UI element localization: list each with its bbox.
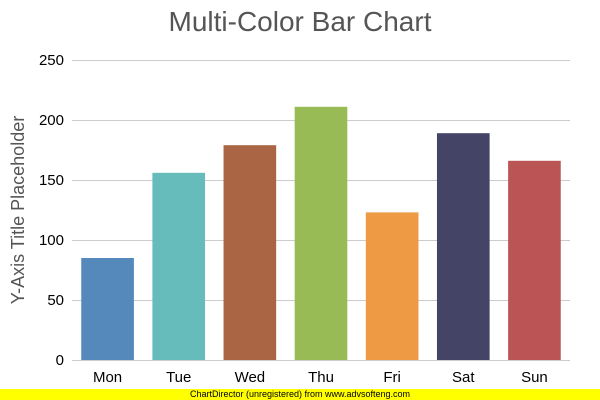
y-axis-ticks: 0 50 100 150 200 250 [39,52,64,369]
y-tick-label: 100 [39,232,64,249]
bar-tue [152,172,206,360]
y-axis-title: Y-Axis Title Placeholder [8,116,28,304]
bar-sat [436,133,490,360]
x-category-label: Mon [93,369,122,386]
x-category-label: Tue [166,369,191,386]
y-tick-label: 200 [39,112,64,129]
x-category-label: Thu [308,369,334,386]
x-category-label: Sun [521,369,548,386]
chart-title: Multi-Color Bar Chart [169,6,432,37]
x-axis-categories: Mon Tue Wed Thu Fri Sat Sun [93,369,548,386]
x-category-label: Wed [235,369,266,386]
bar-mon [81,258,134,360]
x-category-label: Sat [452,369,475,386]
y-tick-label: 250 [39,52,64,69]
bar-wed [223,145,277,360]
footer-text: ChartDirector (unregistered) from www.ad… [189,389,411,399]
y-tick-label: 150 [39,172,64,189]
y-tick-label: 50 [47,292,64,309]
x-category-label: Fri [383,369,401,386]
y-tick-label: 0 [56,352,64,369]
bar-fri [365,212,419,360]
watermark-footer: ChartDirector (unregistered) from www.ad… [0,389,600,400]
bar-thu [294,106,348,360]
bars [81,106,561,360]
bar-sun [508,160,561,360]
